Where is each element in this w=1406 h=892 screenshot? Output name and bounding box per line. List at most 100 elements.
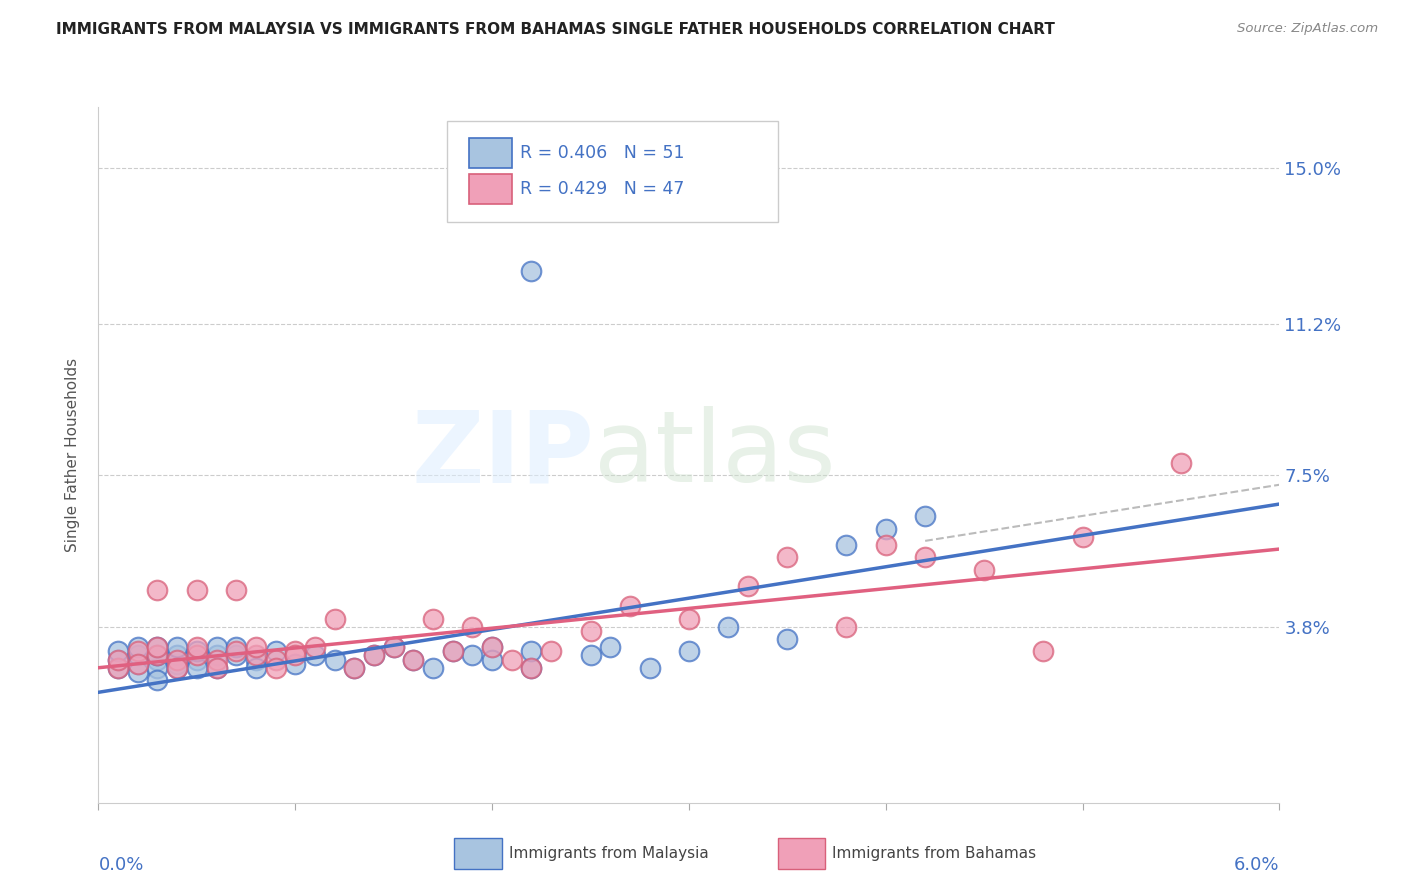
Point: [973, 562, 995, 576]
Point: [481, 640, 503, 655]
Point: [343, 661, 366, 675]
Point: [284, 648, 307, 663]
Point: [245, 648, 267, 663]
Point: [245, 640, 267, 655]
Point: [402, 652, 425, 666]
Point: [107, 661, 129, 675]
Point: [441, 644, 464, 658]
Point: [127, 665, 149, 679]
Point: [166, 661, 188, 675]
Point: [382, 640, 405, 655]
Point: [225, 644, 247, 658]
Point: [914, 550, 936, 565]
Point: [638, 661, 661, 675]
Point: [304, 640, 326, 655]
Point: [520, 644, 543, 658]
Point: [875, 522, 897, 536]
Point: [343, 661, 366, 675]
Point: [363, 648, 385, 663]
Point: [875, 538, 897, 552]
Text: 6.0%: 6.0%: [1234, 856, 1279, 874]
Point: [264, 661, 287, 675]
Text: ZIP: ZIP: [412, 407, 595, 503]
Point: [717, 620, 740, 634]
Point: [264, 652, 287, 666]
Point: [284, 657, 307, 671]
Point: [146, 661, 169, 675]
Point: [284, 644, 307, 658]
Point: [166, 652, 188, 666]
Point: [146, 640, 169, 655]
Point: [166, 661, 188, 675]
Point: [323, 652, 346, 666]
Point: [186, 648, 208, 663]
Point: [107, 661, 129, 675]
Point: [776, 550, 799, 565]
Point: [501, 652, 523, 666]
Point: [540, 644, 562, 658]
Point: [107, 644, 129, 658]
Y-axis label: Single Father Households: Single Father Households: [65, 358, 80, 552]
Point: [127, 657, 149, 671]
Point: [225, 640, 247, 655]
Point: [205, 648, 228, 663]
Point: [914, 509, 936, 524]
Point: [304, 648, 326, 663]
Point: [127, 640, 149, 655]
Point: [363, 648, 385, 663]
Point: [146, 648, 169, 663]
Text: Source: ZipAtlas.com: Source: ZipAtlas.com: [1237, 22, 1378, 36]
Point: [186, 640, 208, 655]
Point: [422, 661, 444, 675]
Point: [205, 661, 228, 675]
Text: Immigrants from Bahamas: Immigrants from Bahamas: [832, 847, 1036, 861]
Point: [186, 582, 208, 597]
Point: [678, 644, 700, 658]
Point: [835, 538, 858, 552]
Point: [1071, 530, 1094, 544]
Point: [520, 661, 543, 675]
Text: atlas: atlas: [595, 407, 837, 503]
Point: [107, 652, 129, 666]
Point: [599, 640, 621, 655]
Point: [579, 624, 602, 638]
FancyBboxPatch shape: [447, 121, 778, 222]
Point: [619, 599, 641, 614]
Point: [422, 612, 444, 626]
Point: [678, 612, 700, 626]
Point: [127, 644, 149, 658]
Point: [382, 640, 405, 655]
Point: [107, 652, 129, 666]
Point: [146, 648, 169, 663]
Text: IMMIGRANTS FROM MALAYSIA VS IMMIGRANTS FROM BAHAMAS SINGLE FATHER HOUSEHOLDS COR: IMMIGRANTS FROM MALAYSIA VS IMMIGRANTS F…: [56, 22, 1054, 37]
Point: [776, 632, 799, 646]
Point: [146, 582, 169, 597]
Point: [166, 640, 188, 655]
Point: [461, 620, 484, 634]
Point: [441, 644, 464, 658]
Point: [402, 652, 425, 666]
Point: [186, 661, 208, 675]
Point: [245, 652, 267, 666]
Text: R = 0.429   N = 47: R = 0.429 N = 47: [520, 180, 685, 198]
Point: [127, 648, 149, 663]
Point: [835, 620, 858, 634]
Point: [323, 612, 346, 626]
Point: [461, 648, 484, 663]
Text: 0.0%: 0.0%: [98, 856, 143, 874]
Point: [186, 652, 208, 666]
Point: [264, 644, 287, 658]
Point: [205, 640, 228, 655]
Point: [520, 661, 543, 675]
Point: [186, 644, 208, 658]
Point: [146, 652, 169, 666]
Text: R = 0.406   N = 51: R = 0.406 N = 51: [520, 144, 685, 162]
Point: [737, 579, 759, 593]
FancyBboxPatch shape: [470, 174, 512, 204]
Point: [520, 264, 543, 278]
Point: [127, 657, 149, 671]
Point: [481, 652, 503, 666]
Point: [1032, 644, 1054, 658]
Point: [225, 582, 247, 597]
Point: [146, 640, 169, 655]
